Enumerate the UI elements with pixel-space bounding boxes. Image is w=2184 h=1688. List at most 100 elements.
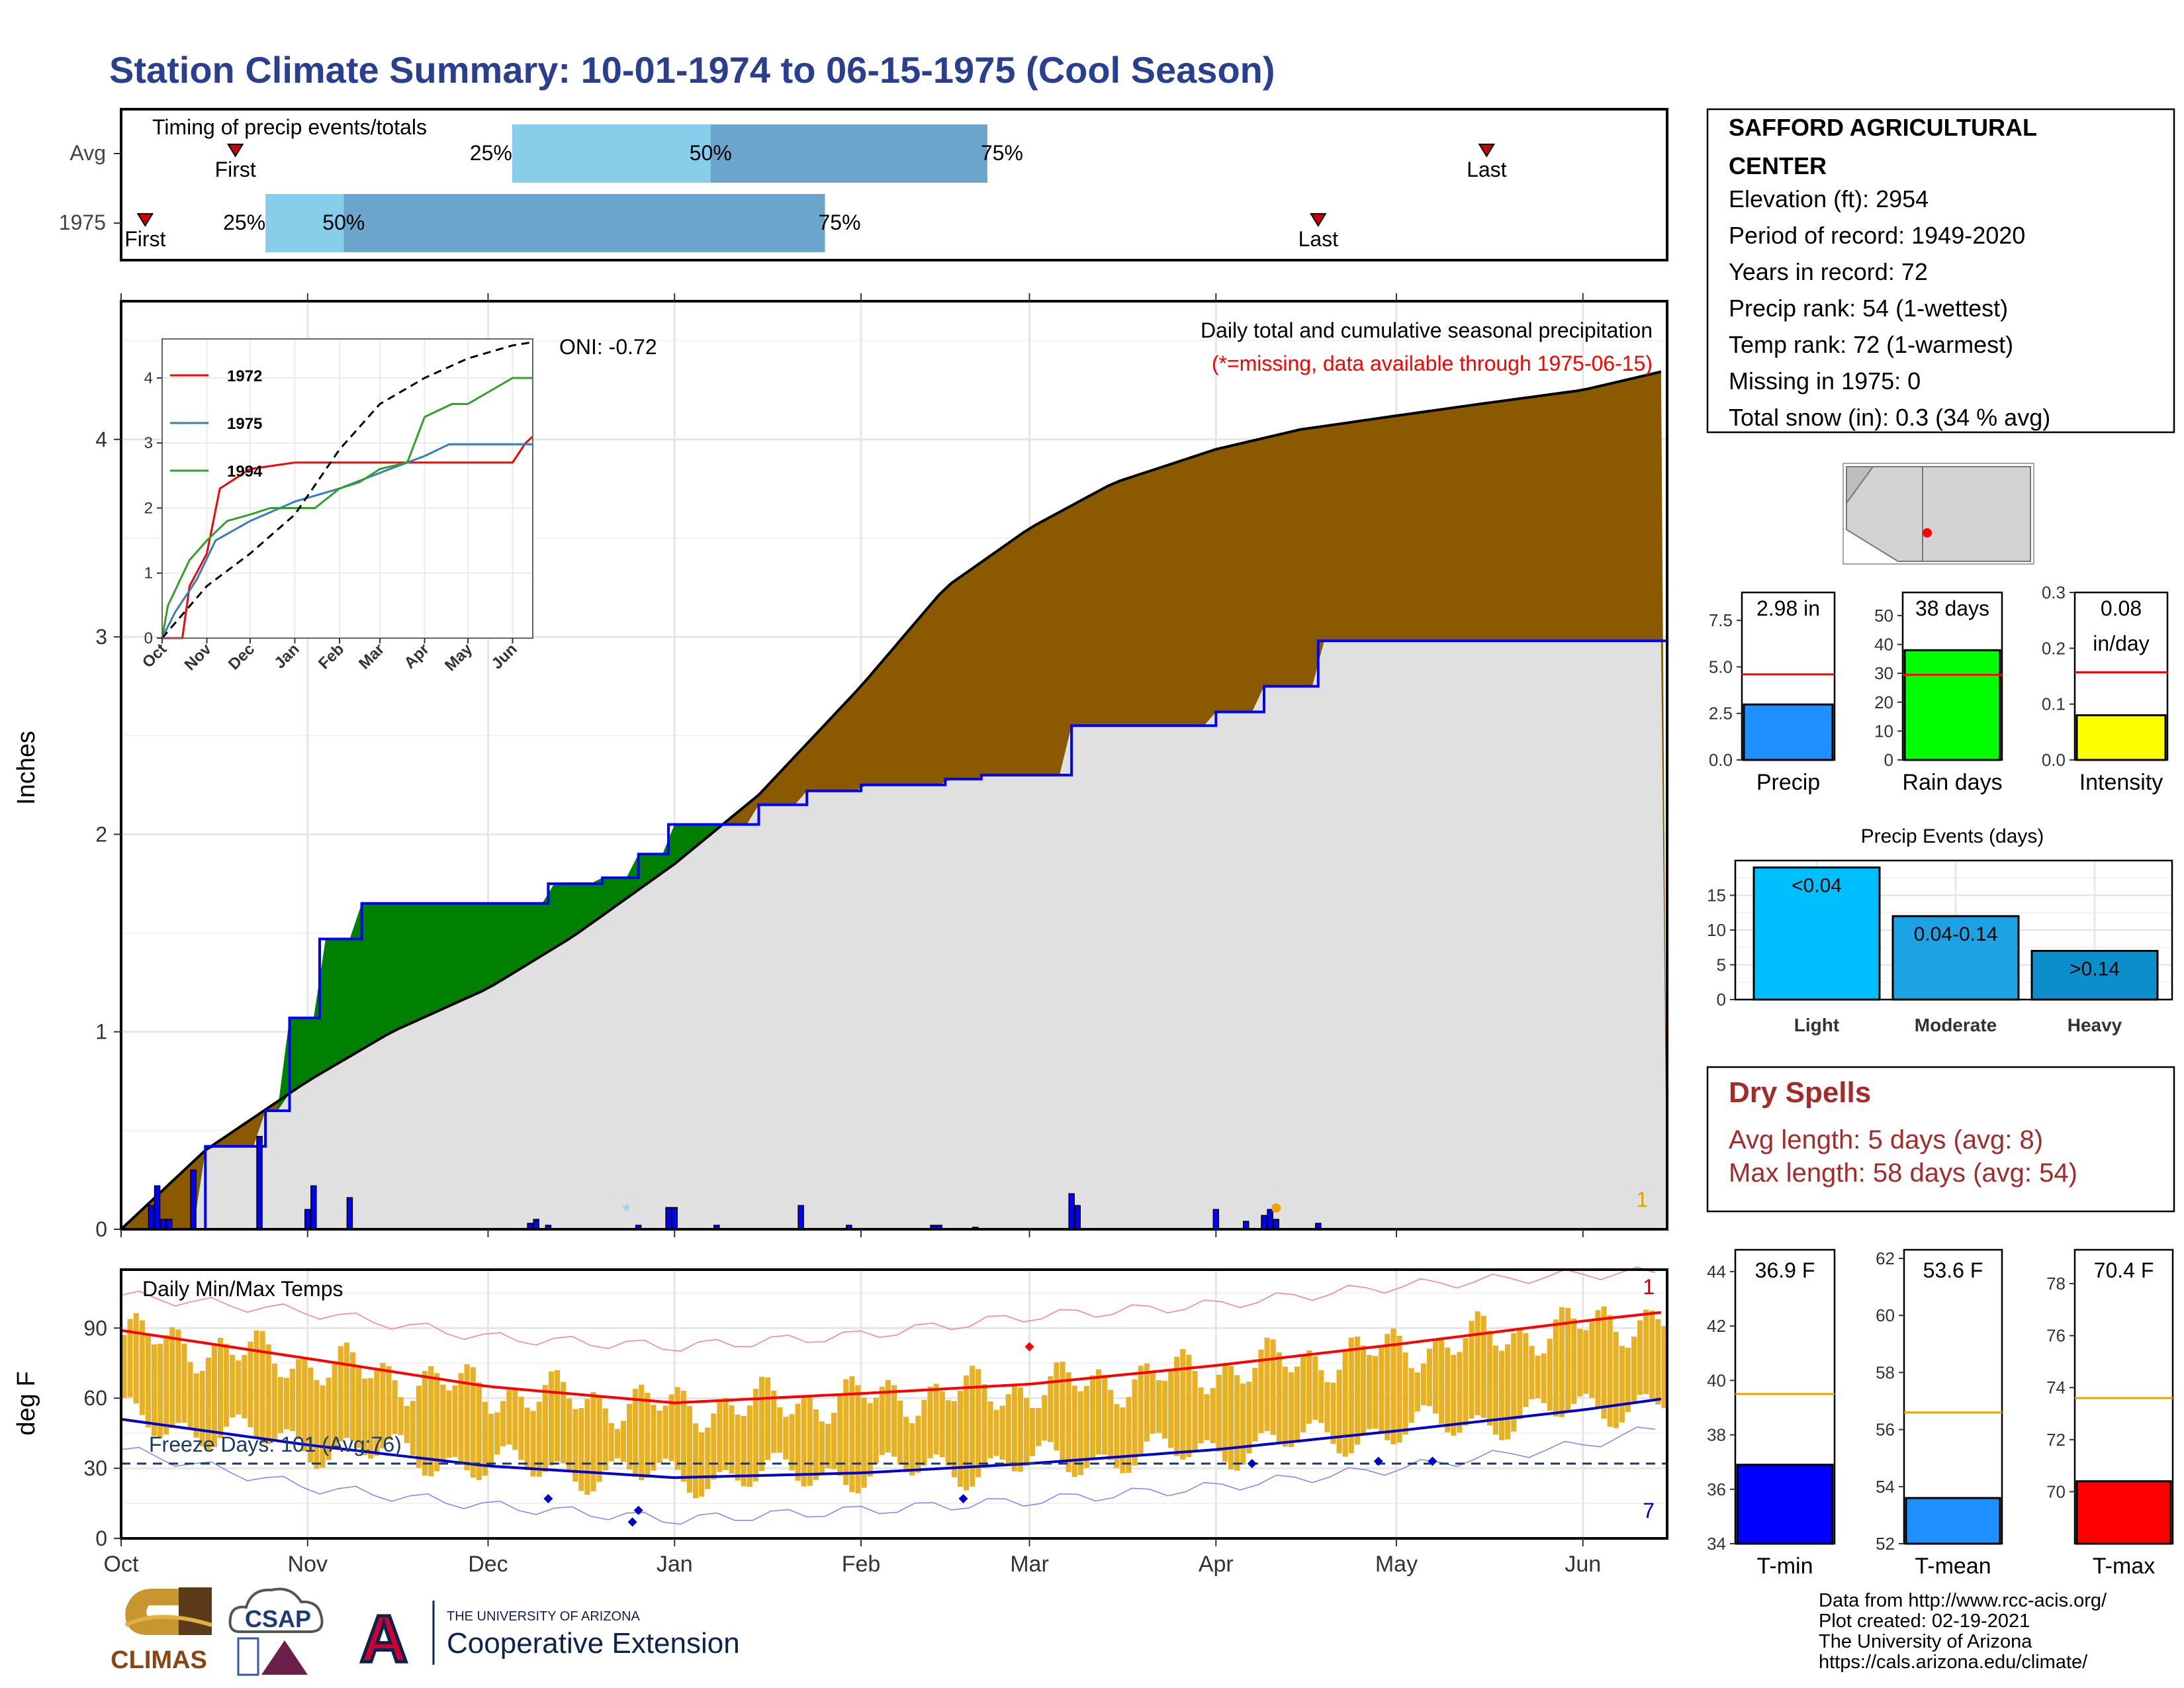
daily-temp-bar [398,1397,404,1435]
daily-temp-bar [1492,1345,1498,1435]
daily-temp-bar [825,1423,831,1469]
events-ytick-label: 10 [1707,920,1726,940]
daily-temp-bar [987,1401,993,1458]
daily-temp-bar [163,1335,169,1434]
temp-summary-ytick-label: 56 [1876,1420,1895,1440]
temp-summary-ytick-label: 44 [1707,1262,1726,1282]
summary-bar-ytick-label: 50 [1874,606,1893,626]
daily-temp-bar [1408,1368,1414,1423]
temp-summary-bar [2075,1480,2172,1545]
daily-temp-bar [1300,1356,1306,1432]
daily-temp-bar [236,1360,242,1415]
daily-temp-bar [422,1371,428,1476]
timing-first-label: First [215,158,256,181]
daily-precip-bar [148,1205,155,1230]
daily-precip-bar [671,1207,678,1230]
credit-line: Plot created: 02-19-2021 [1819,1611,2030,1632]
daily-temp-bar [861,1397,867,1488]
daily-temp-bar [428,1366,434,1477]
daily-temp-bar [596,1395,602,1482]
ua-logo-letter: A [360,1602,408,1676]
daily-temp-bar [242,1354,248,1419]
daily-temp-bar [1102,1375,1108,1455]
inset-series-line [161,443,533,639]
daily-temp-bar [1601,1306,1607,1419]
temp-summary-bar [1736,1464,1834,1545]
daily-temp-bar [1042,1395,1048,1441]
daily-temp-bar [627,1403,633,1470]
inset-ytick-label: 4 [144,369,153,387]
daily-temp-bar [542,1385,548,1472]
daily-temp-bar [1451,1354,1457,1436]
daily-temp-bar [723,1397,729,1470]
event-bar-text: 0.04-0.14 [1914,923,1998,945]
daily-temp-bar [1535,1355,1541,1399]
daily-temp-bar [970,1366,976,1487]
daily-temp-bar [1390,1328,1396,1444]
daily-temp-bar [452,1385,458,1458]
temp-summary-bar [1905,1497,2001,1545]
daily-precip-bar [1068,1193,1075,1230]
temperature-xtick-label: Dec [468,1552,508,1577]
inset-background [162,339,533,638]
daily-temp-bar [747,1405,752,1487]
daily-temp-bar [668,1394,674,1462]
temp-summary-ytick-label: 60 [1876,1305,1895,1325]
timing-last-marker [1310,213,1327,227]
daily-temp-bar [1619,1346,1625,1423]
timing-first-label: First [124,227,165,251]
climas-logo-text: CLIMAS [111,1646,207,1674]
daily-temp-bar [1607,1315,1613,1427]
inset-frame [161,338,533,639]
daily-temp-bar [915,1415,921,1473]
daily-temp-bar [1373,1356,1379,1429]
temperature-title: Daily Min/Max Temps [142,1277,343,1301]
temp-summary-label: T-mean [1915,1554,1991,1579]
daily-temp-bar [230,1354,236,1418]
timing-panel: Timing of precip events/totals 25% 50% 75%… [59,108,1668,261]
daily-temp-bar [608,1423,614,1462]
daily-temp-bar [1463,1338,1469,1426]
inset-legend-label: 1972 [227,367,262,385]
daily-temp-bar [253,1330,259,1437]
daily-temp-bar [1071,1385,1077,1477]
daily-temp-bar [1222,1365,1228,1462]
daily-temp-bar [314,1380,320,1469]
daily-precip-bar [190,1169,197,1230]
daily-temp-bar [1276,1352,1282,1442]
daily-temp-bar [1613,1332,1619,1429]
event-bar [1752,867,1881,1001]
daily-temp-bar [1108,1389,1114,1460]
daily-temp-bar [374,1370,380,1456]
ua-logo-small-text: THE UNIVERSITY OF ARIZONA [447,1609,641,1624]
daily-temp-bar [1030,1408,1036,1456]
daily-precip-bar [304,1209,311,1230]
temperature-panel: 0 30 60 90 Oct Nov Dec Jan Feb Mar Apr May Jun Dail… [13,1266,1668,1577]
daily-temp-bar [981,1384,987,1467]
daily-temp-bar [1161,1380,1168,1439]
daily-temp-bar [765,1377,771,1460]
daily-temp-bar [133,1313,139,1404]
precip-events-title: Precip Events (days) [1861,825,2044,847]
station-info-box: SAFFORD AGRICULTURAL CENTER Elevation (f… [1706,108,2175,434]
daily-temp-bar [693,1423,699,1499]
daily-temp-bar [855,1385,861,1494]
daily-temp-bar [873,1397,879,1464]
daily-temp-bar [758,1376,765,1472]
daily-temp-bar [1385,1334,1390,1440]
inset-series-line [162,436,534,639]
daily-temp-bar [265,1344,271,1444]
temperature-summary-bars: 36.9 F T-min 34 36 38 40 42 44 53.6 F T-mean 52 54 5… [1707,1248,2174,1579]
daily-temp-bar [1643,1309,1649,1394]
record-min-line [120,1427,1655,1525]
daily-temp-bar [1414,1372,1420,1412]
csap-logo-text: CSAP [245,1605,311,1632]
daily-precip-bar [533,1219,539,1230]
station-info-line: Period of record: 1949-2020 [1729,222,2025,249]
timing-title: Timing of precip events/totals [152,115,427,139]
daily-temp-bar [807,1397,813,1486]
csap-logo-cloud [228,1587,324,1633]
record-low-marker [1247,1459,1257,1469]
daily-temp-bar [1547,1338,1553,1411]
credit-line: https://cals.arizona.edu/climate/ [1819,1652,2088,1673]
